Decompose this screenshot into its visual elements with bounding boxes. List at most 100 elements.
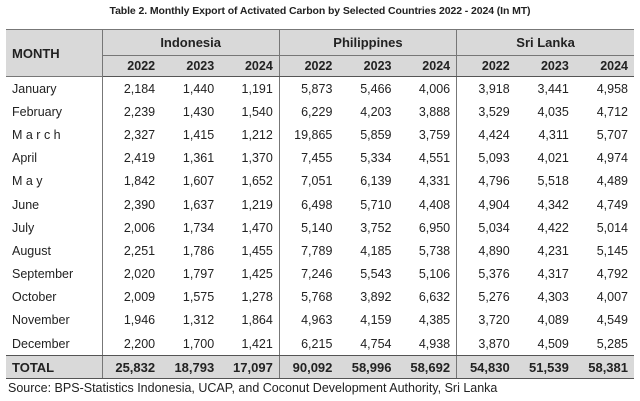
value-cell: 4,974 <box>596 151 628 166</box>
value-cell: 1,440 <box>182 81 215 96</box>
value-cell: 4,203 <box>360 104 392 119</box>
value-cell: 1,219 <box>220 192 280 217</box>
value-cell: 6,498 <box>301 197 333 212</box>
value-cell: 3,888 <box>397 100 458 124</box>
total-cell: 51,539 <box>515 355 575 380</box>
table-row: October 2,009 1,575 1,278 5,768 3,892 6,632 5,2… <box>6 285 634 309</box>
value-cell: 4,408 <box>397 192 458 217</box>
header-row-countries: MONTH Indonesia Philippines Sri Lanka <box>6 29 634 77</box>
value-cell: 4,890 <box>478 243 510 258</box>
value-cell: 2,184 <box>123 81 156 96</box>
value-cell: 3,918 <box>478 81 510 96</box>
header-row-years: 2022 2023 2024 2022 2023 2024 2022 2023 … <box>6 55 634 77</box>
value-cell: 5,014 <box>596 220 628 235</box>
month-header: MONTH <box>6 29 103 77</box>
value-cell: 2,239 <box>123 104 156 119</box>
value-cell: 4,331 <box>397 169 458 193</box>
value-cell: 5,873 <box>301 81 333 96</box>
value-cell: 1,786 <box>182 243 215 258</box>
year-header: 2022 <box>102 55 162 77</box>
value-cell: 4,231 <box>537 243 569 258</box>
value-cell: 5,276 <box>478 290 510 305</box>
value-cell: 4,489 <box>596 174 628 189</box>
value-cell: 19,865 <box>294 127 333 142</box>
value-cell: 3,759 <box>397 123 458 147</box>
total-cell: 17,097 <box>220 355 280 380</box>
table-row: M a r c h 2,327 1,415 1,212 19,865 5,859 3,759… <box>6 123 634 147</box>
year-header: 2022 <box>279 55 339 77</box>
total-row: TOTAL 25,832 18,793 17,097 90,092 58,996… <box>6 355 634 380</box>
year-header: 2023 <box>161 55 221 77</box>
month-cell: June <box>6 192 103 217</box>
value-cell: 2,006 <box>123 220 156 235</box>
value-cell: 1,312 <box>182 313 215 328</box>
value-cell: 4,185 <box>360 243 392 258</box>
value-cell: 4,385 <box>397 308 458 333</box>
value-cell: 4,007 <box>596 290 628 305</box>
value-cell: 5,543 <box>360 267 392 282</box>
value-cell: 4,089 <box>537 313 569 328</box>
value-cell: 5,285 <box>574 332 634 357</box>
value-cell: 2,020 <box>123 267 156 282</box>
value-cell: 3,892 <box>360 290 392 305</box>
value-cell: 7,789 <box>301 243 333 258</box>
value-cell: 5,710 <box>360 197 392 212</box>
value-cell: 4,549 <box>596 313 628 328</box>
month-cell: July <box>6 216 103 240</box>
value-cell: 4,021 <box>537 151 569 166</box>
value-cell: 4,509 <box>515 332 575 357</box>
month-cell: M a r c h <box>6 123 103 147</box>
value-cell: 3,752 <box>360 220 392 235</box>
value-cell: 4,796 <box>478 174 510 189</box>
value-cell: 5,466 <box>360 81 392 96</box>
value-cell: 5,859 <box>360 127 392 142</box>
value-cell: 1,370 <box>220 146 280 170</box>
value-cell: 1,864 <box>220 308 280 333</box>
value-cell: 1,212 <box>220 123 280 147</box>
value-cell: 5,093 <box>478 151 510 166</box>
value-cell: 6,950 <box>397 216 458 240</box>
total-cell: 58,381 <box>574 355 634 380</box>
value-cell: 5,518 <box>537 174 569 189</box>
month-cell: August <box>6 239 103 263</box>
value-cell: 7,455 <box>301 151 333 166</box>
year-header: 2023 <box>515 55 575 77</box>
value-cell: 1,425 <box>220 262 280 286</box>
month-cell: November <box>6 308 103 333</box>
value-cell: 6,215 <box>279 332 339 357</box>
month-cell: October <box>6 285 103 309</box>
month-cell: M a y <box>6 169 103 193</box>
total-cell: 25,832 <box>102 355 162 380</box>
country-header-sri-lanka: Sri Lanka <box>456 29 634 56</box>
value-cell: 5,034 <box>478 220 510 235</box>
value-cell: 4,551 <box>397 146 458 170</box>
month-cell: December <box>6 332 103 357</box>
value-cell: 3,529 <box>478 104 510 119</box>
value-cell: 5,707 <box>596 127 628 142</box>
value-cell: 7,246 <box>301 267 333 282</box>
value-cell: 1,946 <box>123 313 156 328</box>
total-cell: 90,092 <box>279 355 339 380</box>
value-cell: 1,797 <box>182 267 215 282</box>
year-header: 2024 <box>397 55 458 77</box>
table-row: July 2,006 1,734 1,470 5,140 3,752 6,950 5,034 4… <box>6 216 634 240</box>
value-cell: 1,540 <box>220 100 280 124</box>
value-cell: 4,904 <box>478 197 510 212</box>
value-cell: 6,632 <box>397 285 458 309</box>
table-row: December 2,200 1,700 1,421 6,215 4,754 4,938 3,… <box>6 332 634 357</box>
value-cell: 3,441 <box>537 81 569 96</box>
table-row: September 2,020 1,797 1,425 7,246 5,543 5,106 5… <box>6 262 634 286</box>
value-cell: 4,159 <box>360 313 392 328</box>
value-cell: 1,455 <box>220 239 280 263</box>
value-cell: 1,637 <box>182 197 215 212</box>
value-cell: 3,870 <box>456 332 516 357</box>
value-cell: 4,311 <box>538 127 569 142</box>
value-cell: 5,145 <box>596 243 628 258</box>
value-cell: 5,376 <box>478 267 510 282</box>
total-cell: 58,996 <box>338 355 398 380</box>
total-cell: 54,830 <box>456 355 516 380</box>
table-row: M a y 1,842 1,607 1,652 7,051 6,139 4,331 4,796… <box>6 169 634 193</box>
year-header: 2024 <box>574 55 634 77</box>
value-cell: 1,575 <box>182 290 215 305</box>
value-cell: 1,421 <box>220 332 280 357</box>
